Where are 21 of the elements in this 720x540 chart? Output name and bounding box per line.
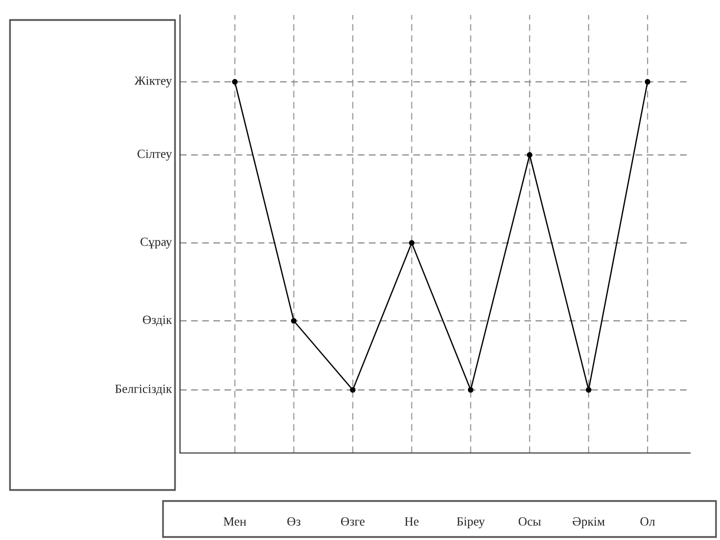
point xyxy=(526,152,532,158)
x-tick-label: Мен xyxy=(224,517,246,526)
point xyxy=(644,79,650,85)
point xyxy=(232,79,238,85)
ref-line-label: Сұрау xyxy=(140,238,172,249)
x-tick-label: Әркім xyxy=(572,517,605,528)
x-tick-label: Осы xyxy=(518,517,541,526)
point xyxy=(468,387,474,393)
x-tick-label: Не xyxy=(404,517,419,526)
ref-line-label: Белгісіздік xyxy=(115,384,172,396)
x-tick-label: Ол xyxy=(640,517,655,526)
x-tick-label: Өзге xyxy=(341,517,365,526)
x-tick-label: Өз xyxy=(287,517,300,526)
ref-line-label: Өздік xyxy=(142,316,172,326)
point xyxy=(350,387,356,393)
x-tick-label: Біреу xyxy=(456,517,485,528)
point xyxy=(408,240,414,246)
ref-line-label: Жіктеу xyxy=(134,76,172,88)
ref-line-label: Сілтеу xyxy=(138,150,172,161)
point xyxy=(586,387,592,393)
point xyxy=(291,318,297,324)
